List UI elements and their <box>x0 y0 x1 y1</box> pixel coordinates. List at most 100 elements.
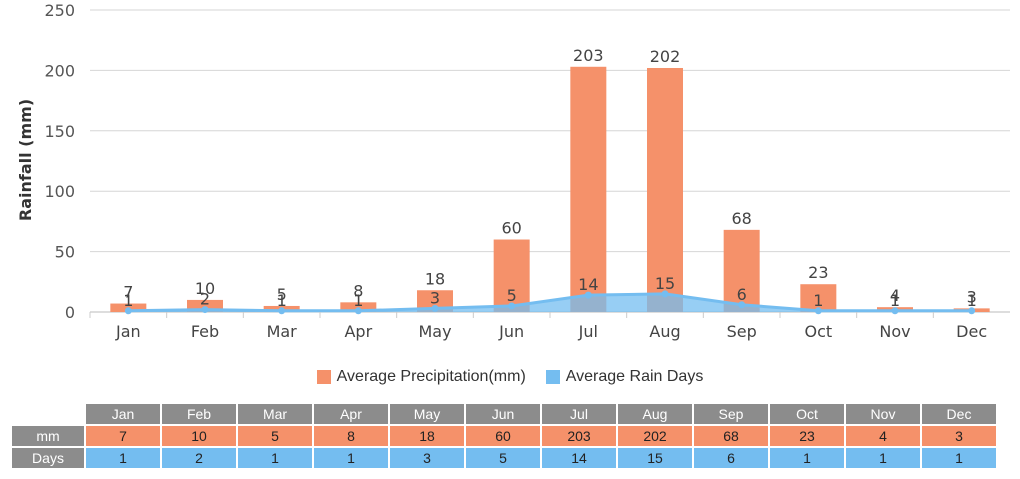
rain-days-value-label: 1 <box>890 291 900 310</box>
y-tick-label: 50 <box>55 243 75 262</box>
x-tick-label: Jul <box>578 322 598 341</box>
y-tick-label: 100 <box>44 182 75 201</box>
table-days-cell: 1 <box>86 448 160 468</box>
legend: Average Precipitation(mm) Average Rain D… <box>0 368 1020 386</box>
precipitation-value-label: 202 <box>650 47 681 66</box>
rain-days-value-label: 1 <box>353 291 363 310</box>
table-mm-cell: 23 <box>770 426 844 446</box>
rain-days-point[interactable] <box>431 304 439 312</box>
table-mm-cell: 10 <box>162 426 236 446</box>
precipitation-value-label: 18 <box>425 269 445 288</box>
precipitation-bars <box>110 66 990 312</box>
grid-lines <box>90 9 1010 313</box>
rain-days-point[interactable] <box>738 301 746 309</box>
precipitation-value-label: 7 <box>123 283 133 302</box>
precipitation-value-label: 203 <box>573 46 604 65</box>
row-head-days: Days <box>12 448 84 468</box>
table-days-cell: 1 <box>922 448 996 468</box>
table-month-apr: Apr <box>314 404 388 424</box>
y-axis-label: Rainfall (mm) <box>16 99 35 221</box>
table-month-jun: Jun <box>466 404 540 424</box>
precipitation-value-label: 5 <box>277 285 287 304</box>
table-month-mar: Mar <box>238 404 312 424</box>
precipitation-swatch <box>316 370 331 384</box>
table-days-cell: 2 <box>162 448 236 468</box>
rain-days-value-label: 1 <box>967 291 977 310</box>
table-days-cell: 1 <box>770 448 844 468</box>
table-row-mm: mm 7 10 5 8 18 60 203 202 68 23 4 3 <box>12 426 996 446</box>
precipitation-bar[interactable] <box>570 66 607 312</box>
table-mm-cell: 8 <box>314 426 388 446</box>
y-axis-ticks: 0 50 100 150 200 250 <box>44 1 75 322</box>
table-mm-cell: 203 <box>542 426 616 446</box>
row-head-mm: mm <box>12 426 84 446</box>
precipitation-bar[interactable] <box>340 302 377 312</box>
precipitation-value-label: 23 <box>808 263 828 282</box>
rain-days-value-label: 1 <box>277 291 287 310</box>
legend-rain-days[interactable]: Average Rain Days <box>545 368 704 386</box>
rain-days-value-label: 3 <box>430 288 440 307</box>
rainfall-chart: 0 50 100 150 200 250 Rainfall (mm) 7 10 5 8 18 60 2… <box>16 1 1010 341</box>
table-mm-cell: 7 <box>86 426 160 446</box>
legend-precipitation[interactable]: Average Precipitation(mm) <box>316 368 526 386</box>
precipitation-bar[interactable] <box>417 290 453 312</box>
table-mm-cell: 18 <box>390 426 464 446</box>
rain-days-value-label: 1 <box>123 291 133 310</box>
x-tick-label: May <box>418 322 451 341</box>
x-tick-label: Apr <box>344 322 372 341</box>
rain-days-point[interactable] <box>814 307 822 315</box>
rain-days-line <box>128 292 972 313</box>
table-month-sep: Sep <box>694 404 768 424</box>
rain-days-value-label: 1 <box>813 291 823 310</box>
precipitation-value-label: 4 <box>890 286 900 305</box>
rain-days-area <box>124 290 976 315</box>
y-tick-label: 0 <box>65 303 75 322</box>
precipitation-bar[interactable] <box>647 67 683 312</box>
table-days-cell: 3 <box>390 448 464 468</box>
precipitation-bar[interactable] <box>493 239 530 312</box>
table-month-dec: Dec <box>922 404 996 424</box>
table-month-jan: Jan <box>86 404 160 424</box>
table-corner <box>12 404 84 424</box>
rain-days-point[interactable] <box>508 302 516 310</box>
data-table: Jan Feb Mar Apr May Jun Jul Aug Sep Oct Nov Dec mm … <box>10 402 998 470</box>
table-mm-cell: 60 <box>466 426 540 446</box>
rain-days-point[interactable] <box>968 307 976 315</box>
table-mm-cell: 202 <box>618 426 692 446</box>
x-tick-label: Sep <box>727 322 757 341</box>
y-tick-label: 200 <box>44 61 75 80</box>
x-tick-label: Mar <box>267 322 298 341</box>
rain-days-point[interactable] <box>201 306 209 314</box>
table-days-cell: 15 <box>618 448 692 468</box>
table-header-row: Jan Feb Mar Apr May Jun Jul Aug Sep Oct Nov Dec <box>12 404 996 424</box>
x-tick-label: Oct <box>804 322 832 341</box>
table-row-days: Days 1 2 1 1 3 5 14 15 6 1 1 1 <box>12 448 996 468</box>
table-days-cell: 1 <box>238 448 312 468</box>
rain-days-point[interactable] <box>584 291 592 299</box>
precipitation-value-label: 10 <box>195 279 215 298</box>
table-days-cell: 1 <box>314 448 388 468</box>
table-days-cell: 1 <box>846 448 920 468</box>
rain-days-point[interactable] <box>278 307 286 315</box>
rain-days-point[interactable] <box>661 290 669 298</box>
x-tick-label: Dec <box>956 322 987 341</box>
rain-days-labels: 1 2 1 1 3 514 156 1 1 1 <box>123 274 977 310</box>
rain-days-value-label: 6 <box>737 285 747 304</box>
rain-days-point[interactable] <box>891 307 899 315</box>
precipitation-value-label: 60 <box>501 219 521 238</box>
table-days-cell: 6 <box>694 448 768 468</box>
table-mm-cell: 68 <box>694 426 768 446</box>
legend-precipitation-label: Average Precipitation(mm) <box>336 368 526 385</box>
rain-days-point[interactable] <box>354 307 362 315</box>
x-tick-label: Jun <box>498 322 524 341</box>
legend-rain-days-label: Average Rain Days <box>565 368 704 385</box>
rain-days-value-label: 2 <box>200 290 210 309</box>
precipitation-bar[interactable] <box>723 229 760 312</box>
table-days-cell: 14 <box>542 448 616 468</box>
rain-days-value-label: 5 <box>507 286 517 305</box>
precipitation-value-label: 3 <box>967 287 977 306</box>
table-mm-cell: 5 <box>238 426 312 446</box>
rain-days-point[interactable] <box>124 307 132 315</box>
precipitation-value-label: 68 <box>731 209 751 228</box>
